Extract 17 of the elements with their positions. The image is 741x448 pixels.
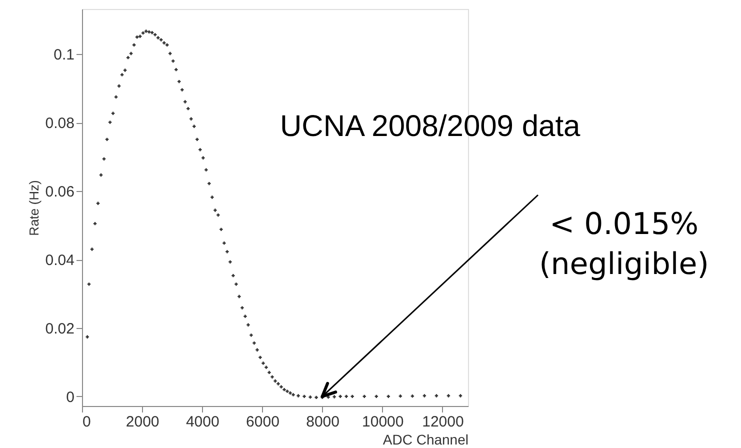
- y-axis-title: Rate (Hz): [26, 180, 42, 236]
- y-tick-label: 0.04: [45, 252, 74, 270]
- x-tick-label: 4000: [186, 414, 220, 430]
- annotation: UCNA 2008/2009 data: [280, 110, 581, 143]
- y-tick-label: 0.06: [45, 184, 74, 201]
- y-tick-label: 0.08: [45, 115, 74, 132]
- x-tick-label: 0: [82, 414, 91, 430]
- annotation: < 0.015% (negligible): [539, 207, 709, 282]
- x-axis-title: ADC Channel: [382, 432, 468, 448]
- x-tick-label: 12000: [422, 414, 464, 430]
- x-tick-label: 6000: [246, 414, 280, 430]
- y-tick-label: 0.1: [54, 46, 74, 64]
- x-tick-label: 2000: [126, 414, 160, 430]
- y-tick-label: 0.02: [45, 320, 74, 338]
- x-tick-label: 8000: [306, 414, 340, 430]
- y-tick-label: 0: [66, 388, 74, 406]
- x-tick-label: 10000: [362, 414, 404, 430]
